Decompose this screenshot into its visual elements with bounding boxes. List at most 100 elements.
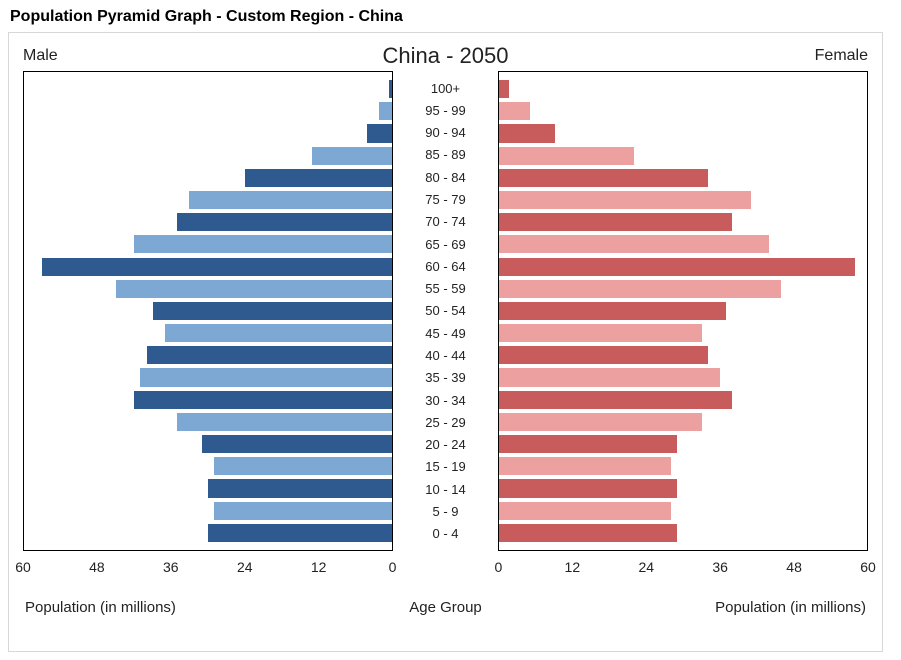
male-bar-row: [24, 300, 392, 322]
male-bar-row: [24, 433, 392, 455]
chart-title: China - 2050: [23, 43, 868, 69]
age-group-label: 100+: [393, 77, 499, 99]
x-tick: 24: [237, 559, 253, 575]
female-bar-row: [499, 78, 867, 100]
female-bar-row: [499, 477, 867, 499]
age-group-label: 70 - 74: [393, 211, 499, 233]
female-panel: [498, 71, 868, 551]
age-group-label: 10 - 14: [393, 478, 499, 500]
female-bar-row: [499, 278, 867, 300]
female-bar: [499, 102, 530, 120]
female-bar-row: [499, 145, 867, 167]
male-bar: [177, 213, 391, 231]
female-bar: [499, 191, 750, 209]
female-bar-row: [499, 455, 867, 477]
age-group-label: 75 - 79: [393, 188, 499, 210]
female-bar: [499, 413, 701, 431]
x-tick: 12: [311, 559, 327, 575]
male-bar-row: [24, 389, 392, 411]
male-bar-row: [24, 233, 392, 255]
male-bar-row: [24, 256, 392, 278]
age-group-label: 50 - 54: [393, 300, 499, 322]
male-bar-row: [24, 477, 392, 499]
age-group-label: 20 - 24: [393, 434, 499, 456]
female-bar: [499, 280, 781, 298]
male-bar: [140, 368, 391, 386]
male-bar: [134, 235, 391, 253]
female-bar: [499, 368, 720, 386]
male-bar-row: [24, 322, 392, 344]
female-bar-row: [499, 522, 867, 544]
female-bar-row: [499, 389, 867, 411]
female-bar-row: [499, 211, 867, 233]
x-tick: 60: [15, 559, 31, 575]
male-bar: [245, 169, 392, 187]
age-group-label: 35 - 39: [393, 367, 499, 389]
male-bar: [208, 524, 392, 542]
male-bar: [147, 346, 392, 364]
male-bar: [134, 391, 391, 409]
male-bar: [379, 102, 391, 120]
age-group-label: 90 - 94: [393, 122, 499, 144]
female-bar-row: [499, 122, 867, 144]
female-bar: [499, 124, 554, 142]
male-bar-row: [24, 145, 392, 167]
male-bar-row: [24, 100, 392, 122]
male-bar: [202, 435, 392, 453]
male-bar: [189, 191, 391, 209]
female-bar: [499, 457, 671, 475]
male-bar-row: [24, 522, 392, 544]
male-bar: [214, 457, 392, 475]
x-tick: 60: [860, 559, 876, 575]
female-bar: [499, 147, 634, 165]
female-bar: [499, 479, 677, 497]
male-bar-row: [24, 189, 392, 211]
male-bar: [116, 280, 392, 298]
female-bar-row: [499, 189, 867, 211]
female-bar: [499, 435, 677, 453]
male-bar: [367, 124, 392, 142]
axis-titles: Population (in millions) Age Group Popul…: [23, 599, 868, 616]
x-tick: 0: [495, 559, 503, 575]
male-bar: [165, 324, 392, 342]
male-bar: [42, 258, 391, 276]
age-group-label: 60 - 64: [393, 255, 499, 277]
female-bar: [499, 235, 769, 253]
x-tick: 12: [565, 559, 581, 575]
female-bar: [499, 258, 854, 276]
x-tick: 48: [786, 559, 802, 575]
female-bar-row: [499, 366, 867, 388]
male-bar-row: [24, 344, 392, 366]
male-bar: [214, 502, 392, 520]
female-bar: [499, 302, 726, 320]
female-bar-row: [499, 233, 867, 255]
male-bar-row: [24, 455, 392, 477]
male-bar-row: [24, 411, 392, 433]
male-bar: [312, 147, 392, 165]
x-axis-title-left: Population (in millions): [23, 599, 393, 616]
x-tick: 36: [163, 559, 179, 575]
age-group-column: 100+95 - 9990 - 9485 - 8980 - 8475 - 797…: [393, 71, 499, 551]
female-bar-row: [499, 411, 867, 433]
x-tick: 24: [638, 559, 654, 575]
female-bar: [499, 502, 671, 520]
female-label: Female: [815, 47, 868, 65]
chart-frame: Male China - 2050 Female 100+95 - 9990 -…: [8, 32, 883, 652]
male-bar-row: [24, 278, 392, 300]
x-tick: 36: [712, 559, 728, 575]
female-bar-row: [499, 500, 867, 522]
age-group-label: 85 - 89: [393, 144, 499, 166]
age-group-label: 5 - 9: [393, 500, 499, 522]
age-group-label: 45 - 49: [393, 322, 499, 344]
male-bar: [177, 413, 391, 431]
male-bar: [389, 80, 392, 98]
female-bar-row: [499, 433, 867, 455]
female-bar: [499, 324, 701, 342]
male-bar: [153, 302, 392, 320]
female-bar-row: [499, 100, 867, 122]
x-axis-ticks: 60483624120 01224364860: [23, 553, 868, 581]
male-bar-row: [24, 366, 392, 388]
female-bar: [499, 80, 508, 98]
female-bar: [499, 391, 732, 409]
female-bar-row: [499, 344, 867, 366]
